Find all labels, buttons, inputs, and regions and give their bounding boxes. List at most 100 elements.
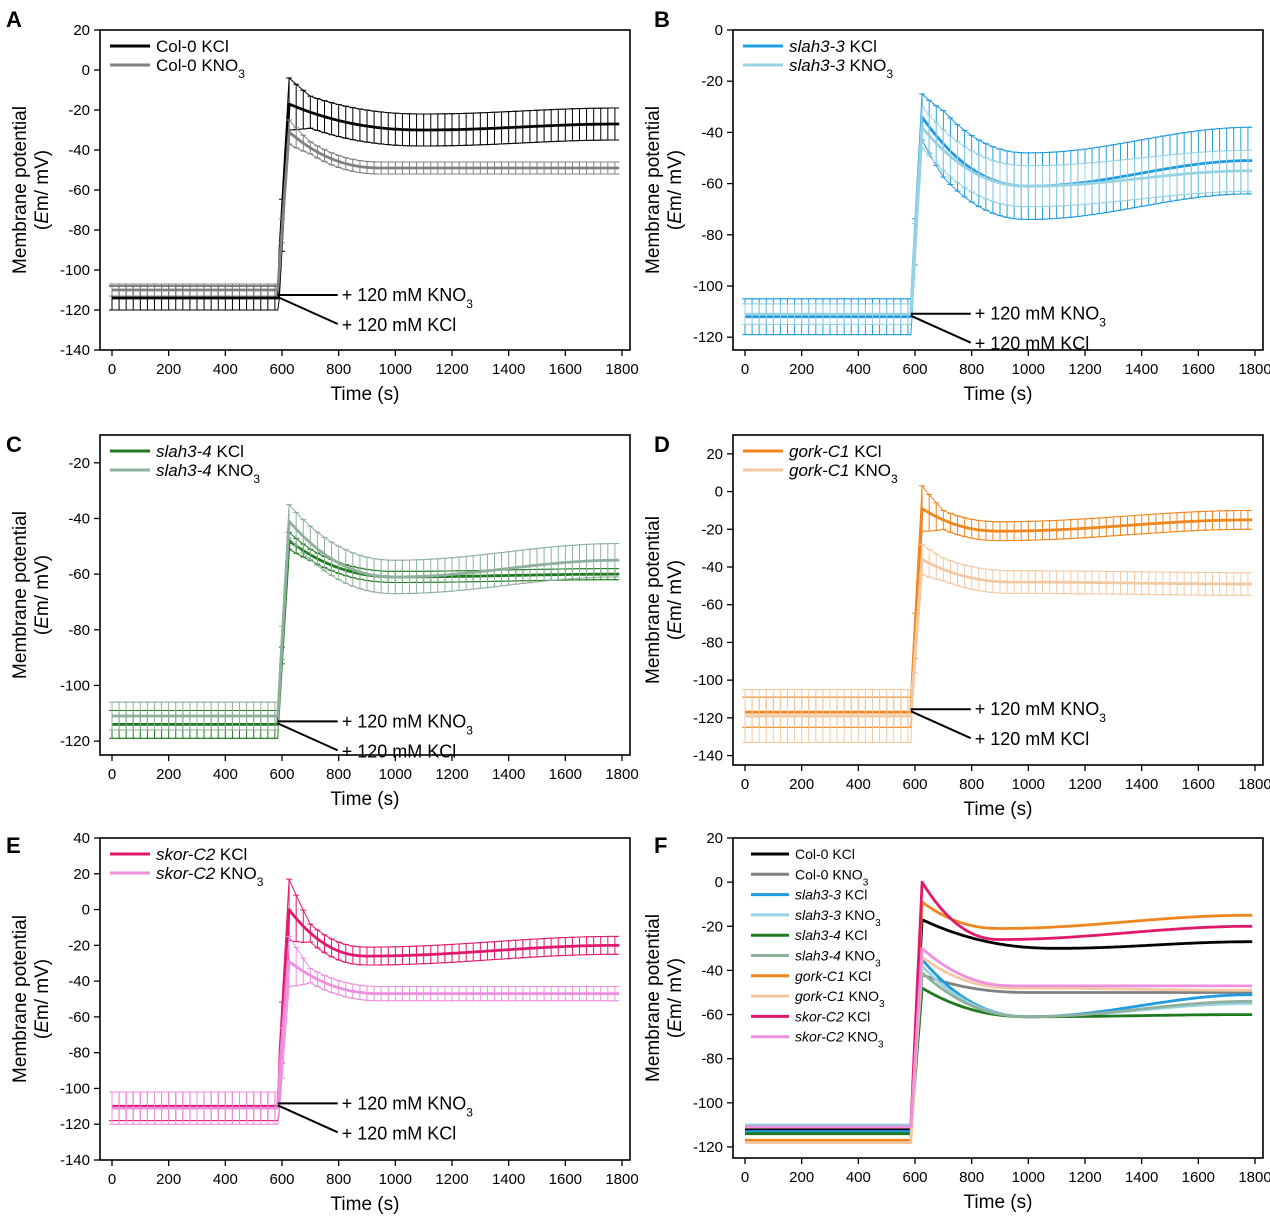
legend-entry: gork-C1 KNO3 [789, 461, 898, 486]
treatment-label: + 120 mM KCl [342, 1123, 457, 1143]
y-axis-title: Membrane potential [643, 516, 664, 684]
x-tick-label: 1200 [435, 766, 468, 783]
x-tick-label: 200 [789, 1169, 814, 1186]
y-tick-label: -40 [68, 510, 90, 527]
y-tick-label: -60 [701, 1007, 723, 1024]
legend-entry: slah3-4 KNO3 [795, 948, 881, 970]
x-tick-label: 0 [108, 766, 116, 783]
treatment-label: + 120 mM KCl [975, 729, 1090, 749]
treatment-label: + 120 mM KNO3 [975, 304, 1107, 330]
x-tick-label: 1200 [435, 361, 468, 378]
series-1 [745, 918, 1253, 1131]
y-axis-unit: (Em/ mV) [32, 150, 53, 230]
panel-letter: F [654, 833, 667, 858]
panel-b: B -120 -100 -80 -60 -40 -20 0 0 200 400 600 800 1000 1… [643, 7, 1270, 405]
legend-entry: skor-C2 KNO3 [795, 1029, 884, 1051]
x-tick-label: 0 [741, 776, 749, 793]
series-line [112, 102, 620, 300]
y-tick-label: -80 [68, 222, 90, 239]
x-tick-label: 400 [213, 1171, 238, 1188]
plot-frame [732, 837, 1264, 1159]
x-tick-label: 600 [269, 1171, 294, 1188]
plot-frame [732, 434, 1264, 766]
error-upper [112, 76, 620, 287]
y-tick-label: -20 [701, 73, 723, 90]
y-tick-label: -100 [60, 262, 90, 279]
y-tick-label: -120 [693, 329, 723, 346]
y-tick-label: -140 [60, 1152, 90, 1169]
y-tick-label: -40 [68, 973, 90, 990]
treatment-label: + 120 mM KCl [975, 334, 1090, 354]
x-tick-label: 1000 [379, 361, 412, 378]
y-tick-label: -20 [701, 521, 723, 538]
legend-entry: slah3-3 KCl [789, 37, 877, 56]
y-tick-label: -100 [60, 677, 90, 694]
legend-entry: Col-0 KNO3 [795, 866, 869, 888]
legend-entry: Col-0 KNO3 [156, 56, 245, 81]
y-tick-label: -40 [68, 142, 90, 159]
panel-letter: A [6, 7, 22, 32]
legend-entry: skor-C2 KNO3 [156, 864, 264, 889]
panel-c: C -120 -100 -80 -60 -40 -20 0 200 400 600 800 1000 12… [6, 432, 639, 810]
x-tick-label: 800 [326, 766, 351, 783]
y-tick-label: -140 [693, 748, 723, 765]
x-tick-label: 1400 [1125, 361, 1158, 378]
series-2 [109, 503, 620, 731]
x-tick-label: 200 [156, 361, 181, 378]
series-10 [745, 946, 1253, 1129]
y-axis-unit: (Em/ mV) [665, 150, 686, 230]
error-upper [745, 484, 1253, 698]
error-upper [112, 503, 620, 703]
legend-entry: gork-C1 KCl [789, 442, 882, 461]
x-axis-title: Time (s) [964, 799, 1033, 820]
legend-entry: slah3-4 KCl [156, 442, 244, 461]
error-lower [112, 536, 620, 731]
y-axis-unit: (Em/ mV) [32, 959, 53, 1039]
y-tick-label: -120 [693, 710, 723, 727]
series-1 [742, 484, 1253, 728]
x-tick-label: 800 [959, 1169, 984, 1186]
y-tick-label: 0 [715, 874, 723, 891]
y-tick-label: -80 [701, 227, 723, 244]
error-upper [112, 118, 620, 285]
series-line [745, 918, 1253, 1131]
x-axis-title: Time (s) [964, 1192, 1033, 1213]
y-tick-label: -60 [68, 566, 90, 583]
series-2 [109, 934, 620, 1125]
series-2 [742, 543, 1253, 743]
y-tick-label: -80 [701, 1051, 723, 1068]
panel-letter: C [6, 432, 22, 457]
y-axis-unit: (Em/ mV) [665, 560, 686, 640]
x-tick-label: 600 [902, 361, 927, 378]
y-tick-label: 20 [706, 830, 723, 847]
series-2 [109, 118, 620, 297]
legend-entry: slah3-3 KNO3 [789, 56, 893, 81]
plot-frame [99, 434, 631, 756]
x-tick-label: 0 [741, 361, 749, 378]
y-tick-label: -120 [60, 302, 90, 319]
x-tick-label: 0 [108, 1171, 116, 1188]
y-tick-label: -20 [68, 937, 90, 954]
x-tick-label: 1800 [605, 766, 638, 783]
x-tick-label: 1800 [605, 1171, 638, 1188]
x-tick-label: 1200 [1068, 776, 1101, 793]
error-upper [112, 934, 620, 1093]
treatment-label: + 120 mM KCl [342, 315, 457, 335]
x-tick-label: 600 [269, 766, 294, 783]
series-line [112, 908, 620, 1108]
annotation-pointer [277, 296, 339, 325]
y-axis-unit: (Em/ mV) [665, 958, 686, 1038]
x-axis-title: Time (s) [331, 789, 400, 810]
y-tick-label: -100 [693, 278, 723, 295]
annotation-pointer [277, 722, 339, 752]
y-tick-label: -40 [701, 124, 723, 141]
x-tick-label: 1400 [492, 361, 525, 378]
treatment-label: + 120 mM KNO3 [342, 1093, 474, 1119]
legend-entry: slah3-4 KNO3 [156, 461, 260, 486]
legend-entry: skor-C2 KCl [156, 845, 247, 864]
y-tick-label: 20 [73, 866, 90, 883]
